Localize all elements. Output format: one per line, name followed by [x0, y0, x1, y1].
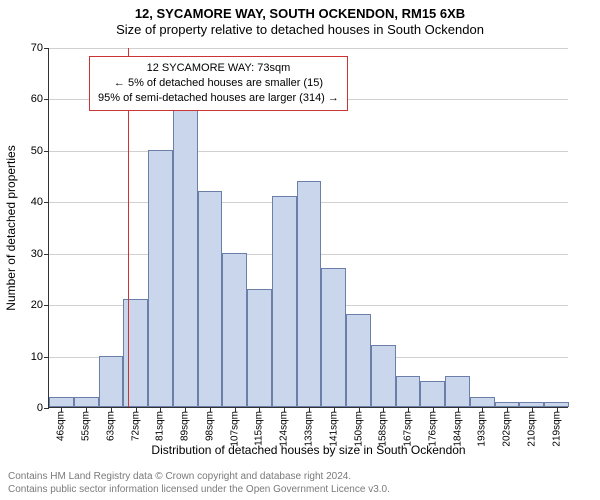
x-tick-label: 81sqm — [155, 411, 166, 441]
chart-titles: 12, SYCAMORE WAY, SOUTH OCKENDON, RM15 6… — [0, 0, 600, 37]
x-tick-label: 184sqm — [452, 411, 463, 447]
y-tick-label: 40 — [31, 196, 43, 208]
x-tick-label: 63sqm — [105, 411, 116, 441]
y-tick — [44, 357, 49, 358]
histogram-bar — [222, 253, 247, 407]
y-tick-label: 30 — [31, 248, 43, 260]
x-tick-label: 124sqm — [279, 411, 290, 447]
y-tick-label: 60 — [31, 93, 43, 105]
x-tick-label: 158sqm — [378, 411, 389, 447]
x-tick-label: 72sqm — [130, 411, 141, 441]
y-tick — [44, 305, 49, 306]
x-tick-label: 202sqm — [502, 411, 513, 447]
histogram-bar — [297, 181, 322, 407]
grid-line — [49, 48, 568, 49]
y-tick-label: 20 — [31, 299, 43, 311]
x-tick-label: 89sqm — [180, 411, 191, 441]
histogram-bar — [321, 268, 346, 407]
x-tick-label: 176sqm — [427, 411, 438, 447]
y-axis-title: Number of detached properties — [4, 145, 18, 310]
x-tick-label: 115sqm — [254, 411, 265, 446]
annotation-box: 12 SYCAMORE WAY: 73sqm← 5% of detached h… — [89, 56, 348, 111]
plot-area: Number of detached properties Distributi… — [48, 48, 568, 408]
chart-area: Number of detached properties Distributi… — [48, 48, 568, 408]
annotation-line: 12 SYCAMORE WAY: 73sqm — [98, 61, 339, 76]
x-tick-label: 210sqm — [526, 411, 537, 447]
x-tick-label: 219sqm — [551, 411, 562, 447]
x-tick-label: 107sqm — [229, 411, 240, 447]
y-tick-label: 70 — [31, 42, 43, 54]
x-tick-label: 55sqm — [81, 411, 92, 441]
y-tick-label: 10 — [31, 351, 43, 363]
histogram-bar — [247, 289, 272, 407]
x-tick-label: 193sqm — [477, 411, 488, 447]
footer-attribution: Contains HM Land Registry data © Crown c… — [8, 471, 390, 496]
title-main: 12, SYCAMORE WAY, SOUTH OCKENDON, RM15 6… — [0, 6, 600, 21]
x-tick-label: 133sqm — [304, 411, 315, 447]
histogram-bar — [445, 376, 470, 407]
histogram-bar — [198, 191, 223, 407]
histogram-bar — [470, 397, 495, 407]
footer-line-2: Contains public sector information licen… — [8, 484, 390, 497]
histogram-bar — [49, 397, 74, 407]
y-tick — [44, 254, 49, 255]
x-tick-label: 141sqm — [328, 411, 339, 447]
histogram-bar — [173, 109, 198, 407]
histogram-bar — [346, 314, 371, 407]
title-sub: Size of property relative to detached ho… — [0, 22, 600, 37]
y-tick-label: 0 — [37, 402, 43, 414]
histogram-bar — [420, 381, 445, 407]
histogram-bar — [371, 345, 396, 407]
y-tick — [44, 151, 49, 152]
footer-line-1: Contains HM Land Registry data © Crown c… — [8, 471, 390, 484]
x-tick-label: 98sqm — [204, 411, 215, 441]
x-tick-label: 150sqm — [353, 411, 364, 447]
y-tick — [44, 48, 49, 49]
x-tick-label: 46sqm — [56, 411, 67, 441]
y-tick-label: 50 — [31, 145, 43, 157]
y-tick — [44, 408, 49, 409]
histogram-bar — [148, 150, 173, 407]
histogram-bar — [99, 356, 124, 407]
x-tick-label: 167sqm — [403, 411, 414, 447]
y-tick — [44, 202, 49, 203]
histogram-bar — [123, 299, 148, 407]
y-tick — [44, 99, 49, 100]
histogram-bar — [396, 376, 421, 407]
annotation-line: 95% of semi-detached houses are larger (… — [98, 91, 339, 106]
histogram-bar — [74, 397, 99, 407]
grid-line — [49, 151, 568, 152]
histogram-bar — [272, 196, 297, 407]
annotation-line: ← 5% of detached houses are smaller (15) — [98, 76, 339, 91]
